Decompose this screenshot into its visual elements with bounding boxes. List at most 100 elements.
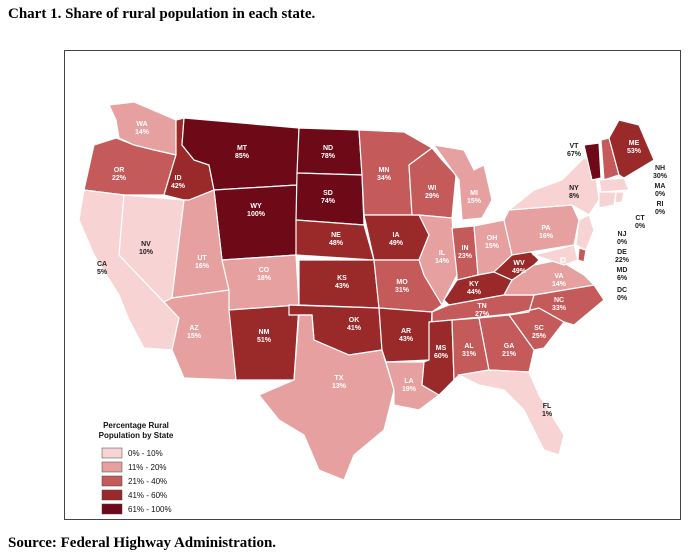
state-NJ	[575, 214, 595, 251]
label-WV-abbr: WV	[513, 260, 525, 267]
legend-label: 11% - 20%	[128, 463, 167, 472]
label-IL-value: 14%	[435, 258, 450, 265]
label-RI-abbr: RI	[657, 201, 664, 208]
label-KS-value: 43%	[335, 283, 350, 290]
label-IN-abbr: IN	[462, 245, 469, 252]
label-OK-abbr: OK	[349, 317, 360, 324]
label-AL-abbr: AL	[464, 343, 474, 350]
label-AZ-value: 15%	[187, 333, 202, 340]
label-MO-abbr: MO	[396, 279, 408, 286]
label-IN-value: 23%	[458, 253, 473, 260]
label-KY-value: 44%	[467, 289, 482, 296]
label-CO-value: 18%	[257, 275, 272, 282]
legend-swatch	[101, 447, 123, 459]
label-CA-value: 5%	[97, 269, 108, 276]
state-DC	[560, 257, 566, 263]
label-CA-abbr: CA	[97, 261, 107, 268]
label-UT-value: 16%	[195, 263, 210, 270]
label-AZ-abbr: AZ	[189, 325, 199, 332]
label-NC-abbr: NC	[554, 297, 564, 304]
label-VA-value: 14%	[552, 281, 567, 288]
legend-swatch	[101, 503, 123, 515]
label-SC-value: 25%	[532, 333, 547, 340]
state-TX	[258, 314, 395, 481]
label-ID-abbr: ID	[175, 175, 182, 182]
legend-label: 61% - 100%	[128, 505, 172, 514]
legend-title-line2: Population by State	[99, 431, 174, 440]
label-NJ-value: 0%	[617, 239, 628, 246]
label-DC-value: 0%	[617, 295, 628, 302]
source-note: Source: Federal Highway Administration.	[8, 535, 277, 551]
label-IA-abbr: IA	[393, 232, 400, 239]
label-LA-abbr: LA	[404, 378, 413, 385]
state-MI	[432, 144, 493, 221]
state-VT	[583, 142, 602, 181]
label-ID-value: 42%	[171, 183, 186, 190]
legend-label: 41% - 60%	[128, 491, 167, 500]
label-OH-value: 15%	[485, 243, 500, 250]
label-WY-value: 100%	[247, 211, 266, 218]
state-CT	[598, 191, 617, 209]
label-MS-value: 60%	[434, 353, 449, 360]
label-WA-abbr: WA	[136, 121, 147, 128]
chart-title: Chart 1. Share of rural population in ea…	[8, 6, 316, 22]
label-NV-abbr: NV	[141, 241, 151, 248]
us-rural-map: WA 14% OR 22% CA 5% NV 10% ID 42% MT 85%…	[78, 101, 668, 515]
state-MD	[531, 244, 579, 266]
label-NV-value: 10%	[139, 249, 154, 256]
label-VT-value: 67%	[567, 151, 582, 158]
label-WV-value: 49%	[512, 268, 527, 275]
legend-swatch	[101, 475, 123, 487]
legend-swatch	[101, 489, 123, 501]
label-SD-abbr: SD	[323, 190, 333, 197]
legend-title-line1: Percentage Rural	[103, 421, 169, 430]
label-PA-value: 16%	[539, 233, 554, 240]
label-DE-value: 22%	[615, 257, 630, 264]
label-OR-value: 22%	[112, 175, 127, 182]
label-ME-value: 53%	[627, 148, 642, 155]
label-GA-abbr: GA	[504, 343, 515, 350]
label-OK-value: 41%	[347, 325, 362, 332]
label-VT-abbr: VT	[570, 143, 580, 150]
label-KS-abbr: KS	[337, 275, 347, 282]
label-MI-value: 15%	[467, 198, 482, 205]
label-NJ-abbr: NJ	[618, 231, 627, 238]
label-FL-value: 1%	[542, 411, 553, 418]
label-DC-abbr: DC	[617, 287, 627, 294]
state-labels: WA 14% OR 22% CA 5% NV 10% ID 42% MT 85%…	[97, 121, 668, 418]
label-OH-abbr: OH	[487, 235, 498, 242]
label-NY-abbr: NY	[569, 185, 579, 192]
label-IL-abbr: IL	[439, 250, 446, 257]
state-WI	[408, 147, 457, 219]
label-ND-abbr: ND	[323, 145, 333, 152]
label-WI-abbr: WI	[428, 185, 437, 192]
label-UT-abbr: UT	[197, 255, 207, 262]
label-IA-value: 49%	[389, 240, 404, 247]
label-OR-abbr: OR	[114, 167, 125, 174]
state-GA	[478, 314, 535, 373]
label-VA-abbr: VA	[554, 273, 563, 280]
label-ME-abbr: ME	[629, 140, 640, 147]
state-DE	[577, 247, 587, 263]
label-GA-value: 21%	[502, 351, 517, 358]
label-TX-abbr: TX	[335, 375, 344, 382]
label-WY-abbr: WY	[250, 203, 262, 210]
label-MN-value: 34%	[377, 175, 392, 182]
label-PA-abbr: PA	[541, 225, 550, 232]
label-AR-abbr: AR	[401, 328, 411, 335]
label-CT-abbr: CT	[635, 215, 645, 222]
legend-swatch	[101, 461, 123, 473]
label-NH-value: 30%	[653, 173, 668, 180]
label-MO-value: 31%	[395, 287, 410, 294]
label-WI-value: 29%	[425, 193, 440, 200]
label-MS-abbr: MS	[436, 345, 447, 352]
label-TX-value: 13%	[332, 383, 347, 390]
legend-label: 21% - 40%	[128, 477, 167, 486]
label-NC-value: 33%	[552, 305, 567, 312]
label-MT-value: 85%	[235, 153, 250, 160]
state-MA	[598, 177, 630, 193]
label-MD-value: 6%	[617, 275, 628, 282]
label-WA-value: 14%	[135, 129, 150, 136]
label-MA-abbr: MA	[655, 183, 666, 190]
state-WY	[213, 184, 298, 261]
